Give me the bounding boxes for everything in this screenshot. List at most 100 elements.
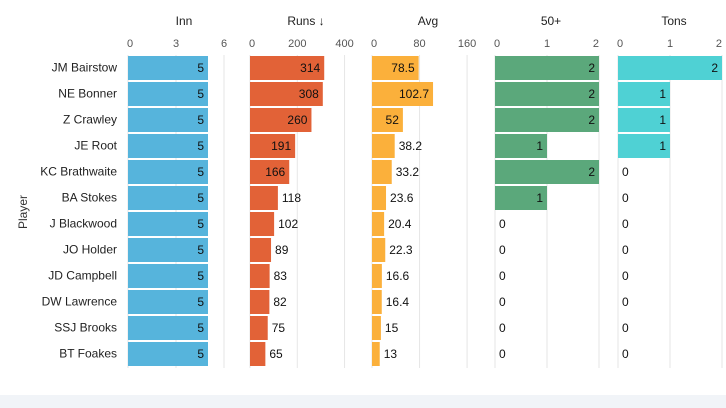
value-label: 83 xyxy=(274,269,288,283)
player-label: JD Campbell xyxy=(48,269,117,283)
value-label: 78.5 xyxy=(391,61,415,75)
tick-label: 0 xyxy=(127,38,133,50)
value-label: 2 xyxy=(588,87,595,101)
player-label: KC Brathwaite xyxy=(40,165,117,179)
bar xyxy=(250,56,325,80)
value-label: 0 xyxy=(499,243,506,257)
tick-label: 1 xyxy=(544,38,550,50)
bar xyxy=(250,290,270,314)
value-label: 191 xyxy=(271,139,291,153)
player-label: BA Stokes xyxy=(62,191,117,205)
player-label: JE Root xyxy=(74,139,117,153)
panel-title: Tons xyxy=(661,14,686,28)
tick-label: 2 xyxy=(593,38,599,50)
bar xyxy=(250,238,272,262)
bar xyxy=(128,82,208,106)
tick-label: 3 xyxy=(173,38,179,50)
bar xyxy=(495,186,547,210)
player-label: DW Lawrence xyxy=(42,295,118,309)
value-label: 0 xyxy=(499,321,506,335)
panel-title: Inn xyxy=(176,14,193,28)
value-label: 260 xyxy=(287,113,307,127)
value-label: 2 xyxy=(588,113,595,127)
bottom-strip xyxy=(0,395,726,408)
value-label: 0 xyxy=(499,295,506,309)
value-label: 5 xyxy=(197,217,204,231)
value-label: 5 xyxy=(197,191,204,205)
tick-label: 160 xyxy=(458,38,476,50)
value-label: 5 xyxy=(197,87,204,101)
panel: Runs ↓ 0 200 400 314 308 260 191 166 118 102 89 83 82… xyxy=(249,14,354,368)
value-label: 82 xyxy=(273,295,287,309)
panel: Inn 0 3 6 5 5 5 5 5 5 5 5 5 5 5 5 xyxy=(127,14,227,368)
bar xyxy=(128,160,208,184)
bar xyxy=(128,238,208,262)
bar xyxy=(495,82,599,106)
tick-label: 2 xyxy=(716,38,722,50)
value-label: 0 xyxy=(622,347,629,361)
value-label: 0 xyxy=(622,191,629,205)
panel: Avg 0 80 160 78.5 102.7 52 38.2 33.2 23.6 20.4 22.3… xyxy=(371,14,476,368)
bar xyxy=(618,82,670,106)
tick-label: 200 xyxy=(288,38,306,50)
player-label: Z Crawley xyxy=(63,113,117,127)
value-label: 5 xyxy=(197,243,204,257)
value-label: 1 xyxy=(659,139,666,153)
bar xyxy=(372,264,382,288)
bar xyxy=(372,56,419,80)
value-label: 1 xyxy=(536,191,543,205)
value-label: 65 xyxy=(269,347,283,361)
value-label: 33.2 xyxy=(396,165,420,179)
value-label: 16.6 xyxy=(386,269,410,283)
tick-label: 0 xyxy=(249,38,255,50)
bar xyxy=(250,264,270,288)
tick-label: 400 xyxy=(335,38,353,50)
bar xyxy=(128,316,208,340)
value-label: 5 xyxy=(197,139,204,153)
panel: Tons 0 1 2 2 1 1 1 0 0 0 0 0 0 0 0 xyxy=(617,14,723,368)
value-label: 0 xyxy=(499,217,506,231)
value-label: 15 xyxy=(385,321,399,335)
bar xyxy=(128,264,208,288)
bar xyxy=(372,186,387,210)
bar xyxy=(618,134,670,158)
bar xyxy=(372,290,382,314)
bar xyxy=(250,186,278,210)
tick-label: 0 xyxy=(617,38,623,50)
value-label: 5 xyxy=(197,295,204,309)
value-label: 20.4 xyxy=(388,217,412,231)
player-label: NE Bonner xyxy=(58,87,117,101)
tick-label: 0 xyxy=(494,38,500,50)
bar xyxy=(250,342,266,366)
value-label: 166 xyxy=(265,165,285,179)
bar xyxy=(495,160,599,184)
bar xyxy=(250,82,323,106)
value-label: 0 xyxy=(499,269,506,283)
bar xyxy=(372,134,395,158)
bar xyxy=(128,342,208,366)
value-label: 5 xyxy=(197,347,204,361)
player-label: JO Holder xyxy=(63,243,117,257)
bar xyxy=(618,56,722,80)
bar xyxy=(495,56,599,80)
value-label: 0 xyxy=(499,347,506,361)
value-label: 5 xyxy=(197,269,204,283)
value-label: 308 xyxy=(299,87,319,101)
value-label: 13 xyxy=(384,347,398,361)
player-label: JM Bairstow xyxy=(52,61,118,75)
value-label: 5 xyxy=(197,113,204,127)
bar xyxy=(128,186,208,210)
value-label: 118 xyxy=(282,191,301,205)
panel: 50+ 0 1 2 2 2 2 1 2 1 0 0 0 0 0 0 xyxy=(494,14,600,368)
bar xyxy=(128,108,208,132)
value-label: 5 xyxy=(197,61,204,75)
bar xyxy=(128,290,208,314)
value-label: 0 xyxy=(622,321,629,335)
panel-title: 50+ xyxy=(541,14,561,28)
panel-title: Avg xyxy=(418,14,438,28)
value-label: 38.2 xyxy=(399,139,423,153)
value-label: 52 xyxy=(386,113,400,127)
value-label: 0 xyxy=(622,295,629,309)
value-label: 1 xyxy=(536,139,543,153)
